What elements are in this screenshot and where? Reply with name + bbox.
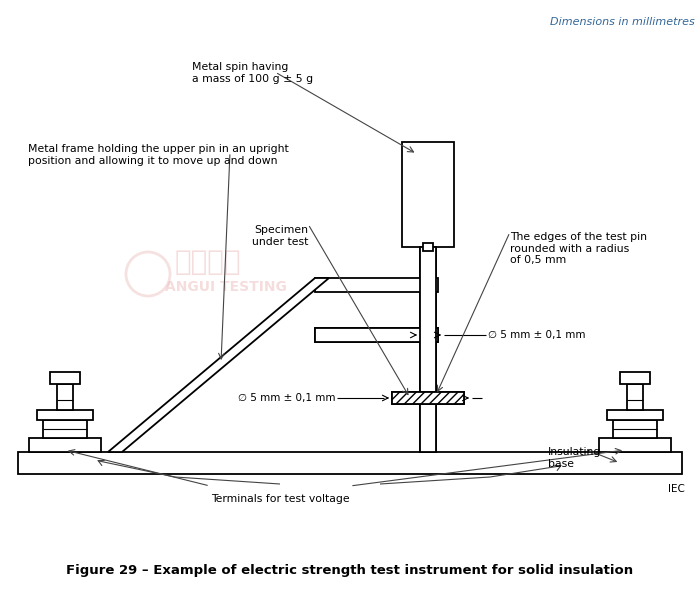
Bar [420, 404, 436, 452]
Bar [613, 420, 657, 438]
Bar [315, 278, 438, 292]
Bar [50, 372, 80, 384]
Bar [57, 384, 73, 410]
Bar [392, 392, 464, 404]
Bar [620, 372, 650, 384]
Bar [392, 392, 464, 404]
Text: ∅ 5 mm ± 0,1 mm: ∅ 5 mm ± 0,1 mm [237, 393, 335, 403]
Bar [37, 410, 93, 420]
Polygon shape [108, 278, 329, 452]
Bar [607, 410, 663, 420]
Bar [402, 142, 454, 247]
Bar [420, 404, 436, 452]
Text: Dimensions in millimetres: Dimensions in millimetres [550, 17, 695, 27]
Bar [627, 384, 643, 410]
Text: Figure 29 – Example of electric strength test instrument for solid insulation: Figure 29 – Example of electric strength… [66, 564, 634, 577]
Bar [423, 243, 433, 251]
Bar [315, 328, 438, 342]
Text: ∅ 5 mm ± 0,1 mm: ∅ 5 mm ± 0,1 mm [488, 330, 585, 340]
Bar [420, 247, 436, 392]
Text: Specimen
under test: Specimen under test [251, 225, 308, 247]
Text: The edges of the test pin
rounded with a radius
of 0,5 mm: The edges of the test pin rounded with a… [510, 232, 647, 265]
Bar [420, 247, 436, 392]
Bar [315, 328, 438, 342]
Bar [599, 438, 671, 452]
Text: Metal frame holding the upper pin in an upright
position and allowing it to move: Metal frame holding the upper pin in an … [28, 144, 288, 166]
Bar [18, 452, 682, 474]
Text: Insulating
base: Insulating base [548, 447, 601, 469]
Text: IEC: IEC [668, 484, 685, 494]
Text: Metal spin having
a mass of 100 g ± 5 g: Metal spin having a mass of 100 g ± 5 g [192, 62, 313, 83]
Text: ANGUI TESTING: ANGUI TESTING [165, 280, 287, 294]
Bar [43, 420, 87, 438]
Text: Terminals for test voltage: Terminals for test voltage [211, 494, 349, 504]
Bar [29, 438, 101, 452]
Text: 广东安规: 广东安规 [175, 248, 242, 276]
